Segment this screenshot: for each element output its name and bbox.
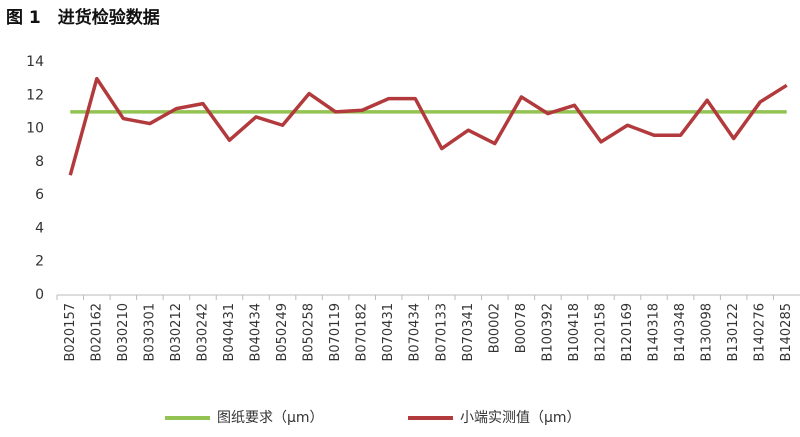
x-tick-label: B030242 bbox=[195, 303, 210, 362]
x-tick-label: B00078 bbox=[514, 303, 529, 353]
x-tick-label: B070341 bbox=[461, 303, 476, 362]
legend-label: 图纸要求（μm） bbox=[217, 410, 324, 426]
x-tick-label: B140285 bbox=[779, 303, 794, 362]
x-tick-label: B030301 bbox=[142, 303, 157, 362]
x-tick-label: B020162 bbox=[89, 303, 104, 362]
x-tick-label: B140348 bbox=[673, 303, 688, 362]
x-tick-label: B020157 bbox=[63, 303, 78, 362]
x-tick-label: B050258 bbox=[302, 303, 317, 362]
x-tick-label: B100418 bbox=[567, 303, 582, 362]
x-tick-label: B030212 bbox=[169, 303, 184, 362]
x-tick-label: B140276 bbox=[753, 303, 768, 362]
series-line bbox=[68, 76, 788, 176]
x-tick-label: B120169 bbox=[620, 303, 635, 362]
y-tick-label: 4 bbox=[35, 220, 44, 236]
x-tick-label: B130098 bbox=[700, 303, 715, 362]
x-tick-label: B100392 bbox=[540, 303, 555, 362]
y-tick-label: 2 bbox=[35, 254, 44, 270]
chart-title: 图 1 进货检验数据 bbox=[6, 7, 160, 28]
x-tick-label: B140318 bbox=[647, 303, 662, 362]
x-tick-label: B070434 bbox=[408, 303, 423, 362]
y-tick-label: 0 bbox=[35, 287, 44, 303]
x-tick-label: B00002 bbox=[487, 303, 502, 353]
x-tick-label: B120158 bbox=[593, 303, 608, 362]
legend-label: 小端实测值（μm） bbox=[460, 410, 581, 426]
x-tick-label: B070119 bbox=[328, 303, 343, 362]
y-tick-label: 6 bbox=[35, 187, 44, 203]
x-tick-label: B050249 bbox=[275, 303, 290, 362]
y-tick-label: 10 bbox=[26, 121, 44, 137]
x-tick-label: B070431 bbox=[381, 303, 396, 362]
x-tick-label: B130122 bbox=[726, 303, 741, 362]
x-tick-label: B070182 bbox=[355, 303, 370, 362]
x-tick-label: B070133 bbox=[434, 303, 449, 362]
y-tick-label: 14 bbox=[26, 54, 44, 70]
x-tick-label: B040431 bbox=[222, 303, 237, 362]
x-tick-label: B040434 bbox=[249, 303, 264, 362]
x-tick-label: B030210 bbox=[116, 303, 131, 362]
y-tick-label: 12 bbox=[26, 87, 44, 103]
y-tick-label: 8 bbox=[35, 154, 44, 170]
